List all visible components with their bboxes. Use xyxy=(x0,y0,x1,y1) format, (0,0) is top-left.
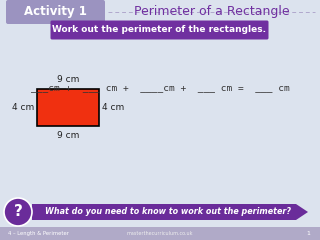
Text: ?: ? xyxy=(13,204,22,220)
Text: Perimeter of a Rectangle: Perimeter of a Rectangle xyxy=(134,6,290,18)
Circle shape xyxy=(4,198,32,226)
Text: 9 cm: 9 cm xyxy=(57,131,79,139)
Text: 4 – Length & Perimeter: 4 – Length & Perimeter xyxy=(7,231,68,236)
Bar xyxy=(37,89,99,126)
FancyBboxPatch shape xyxy=(6,0,105,24)
FancyBboxPatch shape xyxy=(51,20,268,40)
Text: 9 cm: 9 cm xyxy=(57,75,79,84)
Polygon shape xyxy=(32,204,308,220)
Text: What do you need to know to work out the perimeter?: What do you need to know to work out the… xyxy=(45,208,291,216)
Text: Activity 1: Activity 1 xyxy=(24,6,86,18)
Text: 4 cm: 4 cm xyxy=(12,103,34,112)
Text: Work out the perimeter of the rectangles.: Work out the perimeter of the rectangles… xyxy=(52,25,266,35)
Text: 1: 1 xyxy=(306,231,310,236)
Text: ___cm +  ___ cm +  ____cm +  ___ cm =  ___ cm: ___cm + ___ cm + ____cm + ___ cm = ___ c… xyxy=(31,84,289,92)
Bar xyxy=(0,227,320,240)
Text: 4 cm: 4 cm xyxy=(102,103,124,112)
Text: masterthecurriculum.co.uk: masterthecurriculum.co.uk xyxy=(127,231,193,236)
